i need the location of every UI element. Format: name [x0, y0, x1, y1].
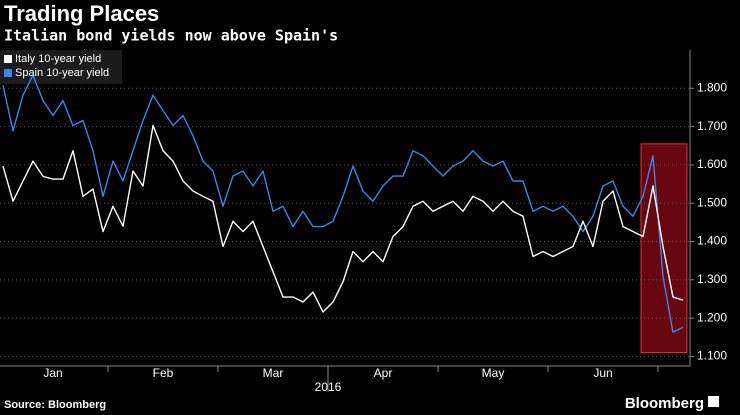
x-year-label: 2016 [315, 380, 342, 394]
y-tick-label: 1.100 [697, 349, 727, 363]
y-tick-label: 1.800 [697, 80, 727, 94]
x-tick-label: May [482, 366, 505, 380]
y-tick-label: 1.200 [697, 310, 727, 324]
chart-subtitle: Italian bond yields now above Spain's [4, 27, 338, 45]
legend-swatch [4, 69, 12, 77]
source: Source: Bloomberg [4, 399, 106, 411]
x-tick-label: Mar [263, 366, 284, 380]
legend-label: Italy 10-year yield [15, 53, 101, 65]
logo-icon [708, 396, 719, 407]
legend-swatch [4, 55, 12, 63]
x-tick-label: Jan [43, 366, 62, 380]
legend-box [0, 50, 122, 84]
series-line [2, 124, 684, 313]
y-tick-label: 1.300 [697, 272, 727, 286]
x-tick-label: Apr [374, 366, 393, 380]
y-tick-label: 1.700 [697, 119, 727, 133]
x-tick-label: Jun [593, 366, 612, 380]
legend-label: Spain 10-year yield [15, 67, 109, 79]
logo: Bloomberg [625, 395, 704, 412]
y-tick-label: 1.600 [697, 157, 727, 171]
y-tick-label: 1.400 [697, 234, 727, 248]
chart-title: Trading Places [4, 1, 159, 26]
series-line [2, 74, 684, 333]
x-tick-label: Feb [153, 366, 174, 380]
y-tick-label: 1.500 [697, 195, 727, 209]
